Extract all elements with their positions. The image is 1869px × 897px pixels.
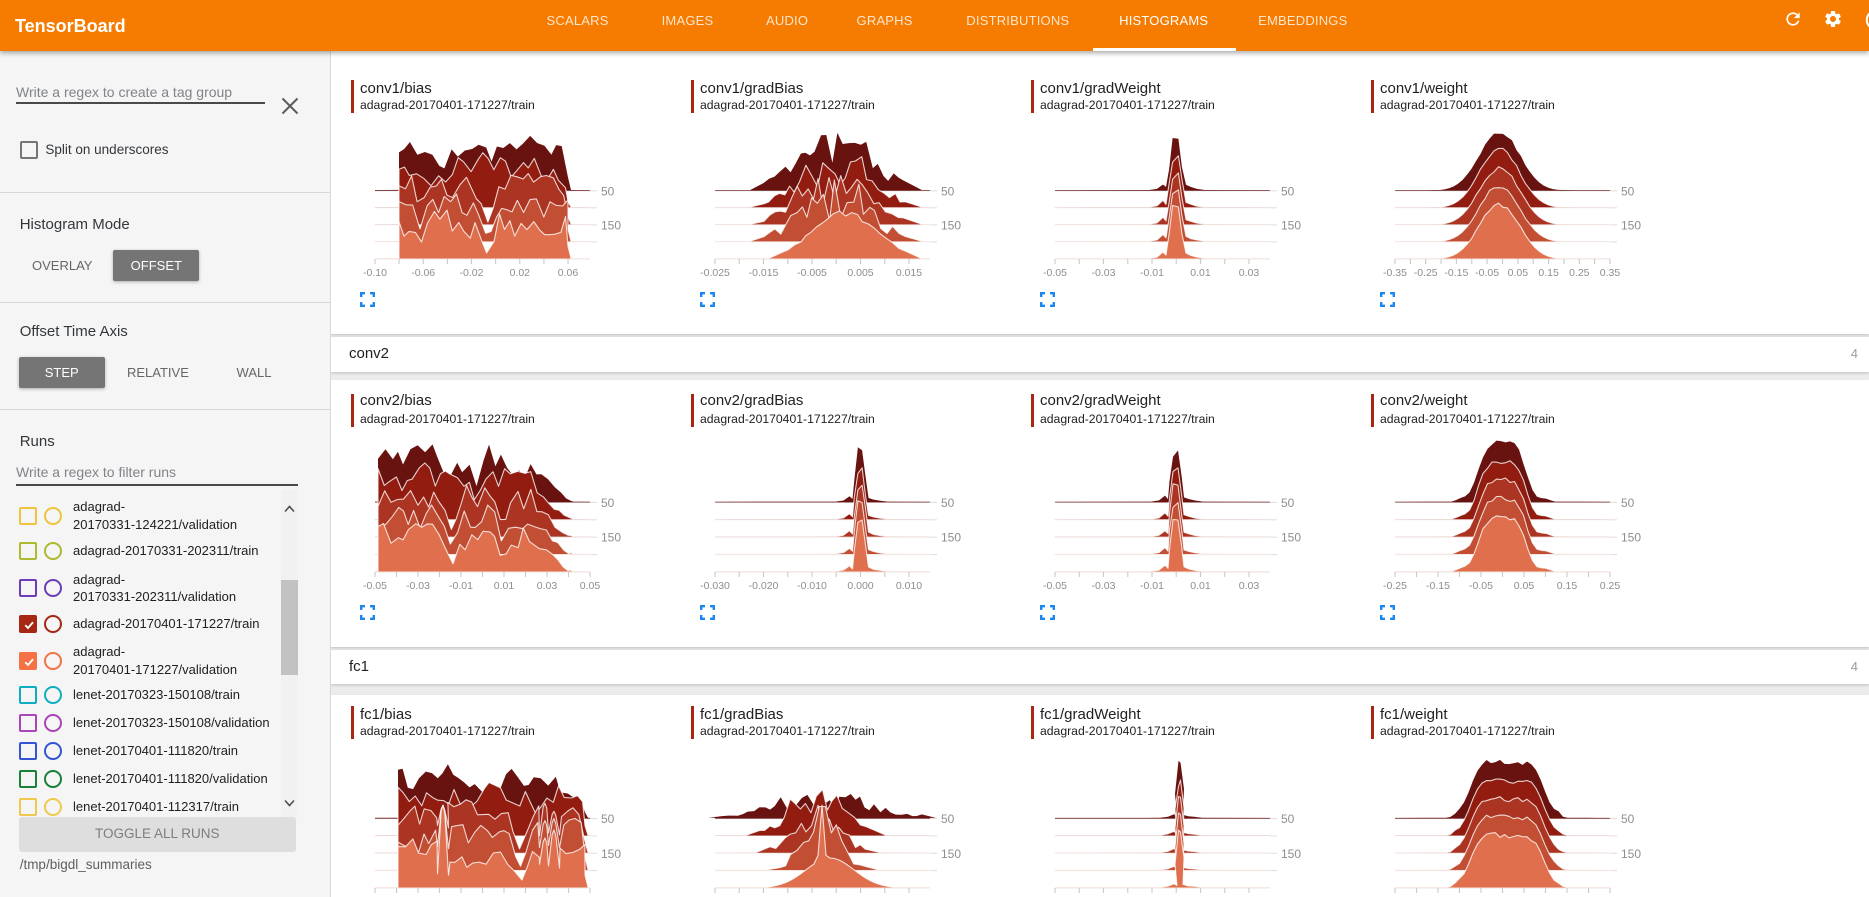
svg-text:0.35: 0.35 (1600, 267, 1621, 279)
svg-text:0.05: 0.05 (580, 580, 601, 592)
svg-text:50: 50 (1621, 812, 1635, 826)
svg-text:0.03: 0.03 (537, 580, 558, 592)
svg-text:-0.01: -0.01 (1140, 267, 1164, 279)
svg-text:0.03: 0.03 (1239, 267, 1260, 279)
svg-text:50: 50 (1281, 812, 1295, 826)
svg-text:150: 150 (601, 218, 621, 232)
svg-text:-0.03: -0.03 (1092, 580, 1116, 592)
svg-text:150: 150 (1621, 218, 1641, 232)
svg-text:50: 50 (941, 496, 955, 510)
svg-text:-0.05: -0.05 (1043, 580, 1067, 592)
svg-text:0.02: 0.02 (510, 267, 531, 279)
svg-text:150: 150 (601, 531, 621, 545)
svg-text:50: 50 (941, 184, 955, 198)
svg-text:-0.35: -0.35 (1383, 267, 1407, 279)
svg-text:-0.01: -0.01 (449, 580, 473, 592)
svg-text:0.06: 0.06 (558, 267, 579, 279)
svg-text:-0.05: -0.05 (1469, 580, 1493, 592)
svg-text:-0.015: -0.015 (749, 267, 779, 279)
svg-text:50: 50 (1621, 496, 1635, 510)
svg-text:-0.005: -0.005 (797, 267, 827, 279)
svg-text:-0.020: -0.020 (749, 580, 779, 592)
svg-text:0.01: 0.01 (1190, 267, 1211, 279)
svg-text:150: 150 (601, 847, 621, 861)
svg-text:0.01: 0.01 (494, 580, 515, 592)
svg-text:-0.15: -0.15 (1426, 580, 1450, 592)
svg-text:0.25: 0.25 (1569, 267, 1590, 279)
svg-text:150: 150 (941, 847, 961, 861)
svg-text:50: 50 (1621, 184, 1635, 198)
svg-text:0.05: 0.05 (1508, 267, 1529, 279)
svg-text:-0.03: -0.03 (406, 580, 430, 592)
svg-text:50: 50 (941, 812, 955, 826)
svg-text:0.03: 0.03 (1239, 580, 1260, 592)
svg-text:0.01: 0.01 (1190, 580, 1211, 592)
svg-text:-0.05: -0.05 (1043, 267, 1067, 279)
svg-text:0.15: 0.15 (1557, 580, 1578, 592)
svg-text:150: 150 (1281, 218, 1301, 232)
svg-text:-0.15: -0.15 (1444, 267, 1468, 279)
svg-text:50: 50 (1281, 184, 1295, 198)
svg-text:150: 150 (1281, 531, 1301, 545)
svg-text:150: 150 (1621, 531, 1641, 545)
svg-text:-0.02: -0.02 (460, 267, 484, 279)
svg-text:-0.10: -0.10 (363, 267, 387, 279)
svg-text:150: 150 (1621, 847, 1641, 861)
svg-text:-0.030: -0.030 (700, 580, 730, 592)
svg-text:-0.25: -0.25 (1383, 580, 1407, 592)
svg-text:-0.06: -0.06 (411, 267, 435, 279)
svg-text:150: 150 (1281, 847, 1301, 861)
svg-text:0.005: 0.005 (847, 267, 873, 279)
svg-text:-0.25: -0.25 (1414, 267, 1438, 279)
svg-text:150: 150 (941, 531, 961, 545)
svg-text:0.25: 0.25 (1600, 580, 1621, 592)
svg-text:-0.05: -0.05 (363, 580, 387, 592)
svg-text:-0.03: -0.03 (1092, 267, 1116, 279)
svg-text:0.05: 0.05 (1514, 580, 1535, 592)
svg-text:50: 50 (601, 496, 615, 510)
svg-text:-0.025: -0.025 (700, 267, 730, 279)
svg-text:-0.05: -0.05 (1475, 267, 1499, 279)
svg-text:150: 150 (941, 218, 961, 232)
svg-text:-0.01: -0.01 (1140, 580, 1164, 592)
svg-text:50: 50 (601, 184, 615, 198)
svg-text:50: 50 (601, 812, 615, 826)
svg-text:50: 50 (1281, 496, 1295, 510)
svg-text:0.010: 0.010 (896, 580, 922, 592)
svg-text:0.000: 0.000 (847, 580, 873, 592)
svg-text:0.15: 0.15 (1538, 267, 1559, 279)
svg-text:0.015: 0.015 (896, 267, 922, 279)
svg-text:-0.010: -0.010 (797, 580, 827, 592)
